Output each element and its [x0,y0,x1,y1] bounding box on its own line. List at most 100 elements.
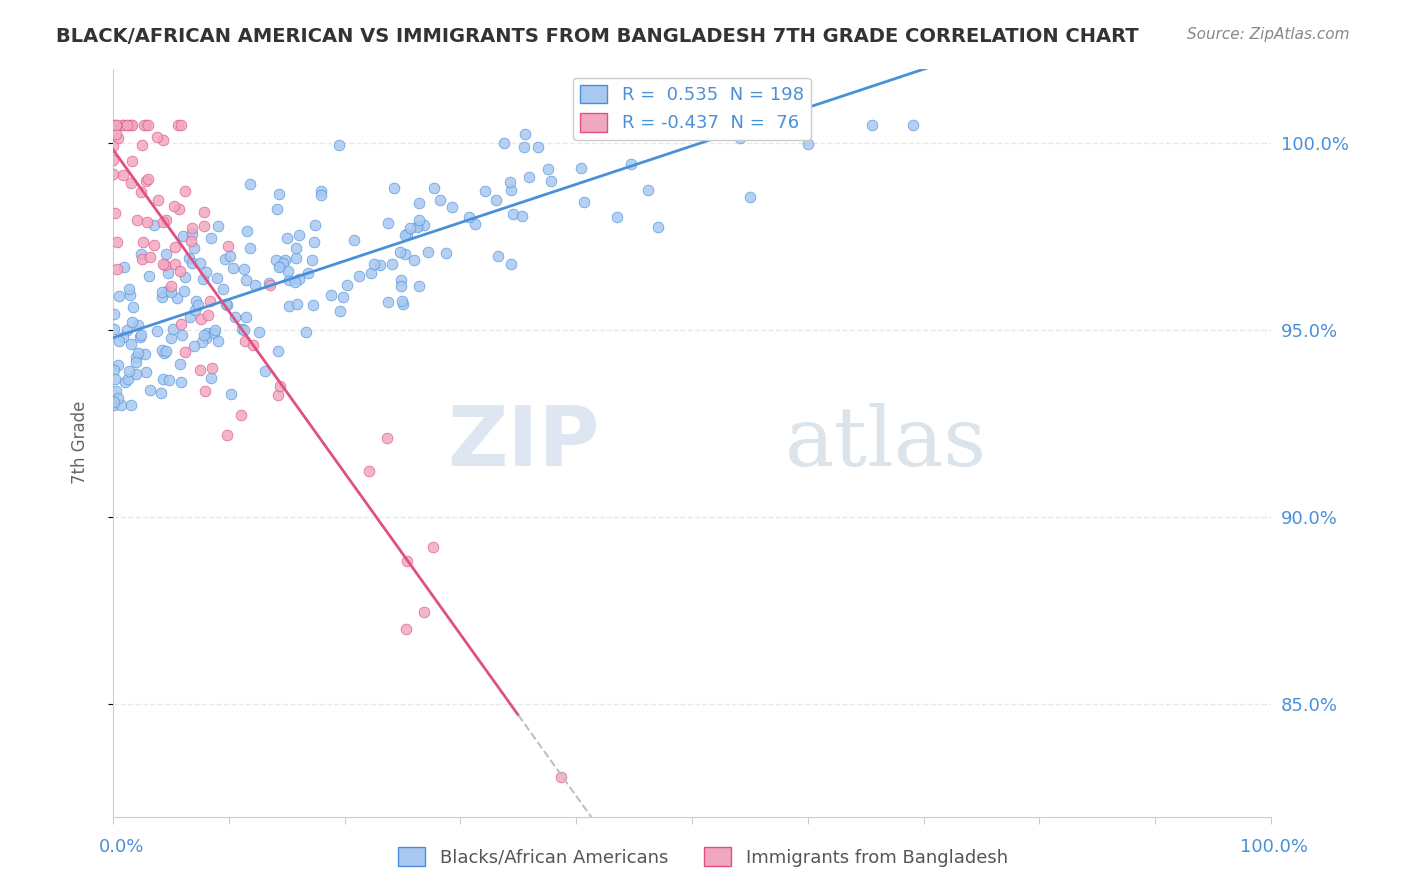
Point [389,279,412,293]
Point [172,229,194,244]
Point [901,118,924,132]
Point [647,219,669,234]
Point [190,362,212,376]
Point [332,290,354,304]
Point [336,277,359,292]
Point [114,375,136,389]
Point [232,323,254,337]
Y-axis label: 7th Grade: 7th Grade [72,401,89,484]
Point [169,357,191,371]
Point [193,219,215,233]
Point [195,265,218,279]
Text: atlas: atlas [785,402,987,483]
Point [105,235,128,249]
Point [114,260,136,274]
Point [321,287,343,301]
Point [107,358,129,372]
Point [149,386,172,401]
Point [103,398,125,412]
Point [101,167,124,181]
Point [377,431,399,445]
Point [474,184,496,198]
Point [406,219,429,234]
Point [172,327,194,342]
Point [143,218,166,232]
Point [160,331,183,345]
Point [422,541,444,555]
Legend: R =  0.535  N = 198, R = -0.437  N =  76: R = 0.535 N = 198, R = -0.437 N = 76 [574,78,811,140]
Point [394,227,416,242]
Point [606,118,628,132]
Point [277,264,299,278]
Point [139,383,162,397]
Point [103,362,125,376]
Point [388,244,411,259]
Point [302,235,325,249]
Point [104,206,127,220]
Point [120,337,142,351]
Point [198,293,221,308]
Point [569,161,592,175]
Point [181,227,204,241]
Point [150,343,173,357]
Point [167,118,190,132]
Point [107,391,129,405]
Point [309,187,332,202]
Point [167,202,190,216]
Point [347,268,370,283]
Point [111,169,134,183]
Point [233,262,256,277]
Point [277,299,299,313]
Text: 0.0%: 0.0% [98,838,143,855]
Point [200,370,222,384]
Point [190,311,212,326]
Point [132,235,155,250]
Point [405,220,427,235]
Point [513,139,536,153]
Point [328,138,350,153]
Point [605,211,627,225]
Point [609,118,631,132]
Point [121,153,143,168]
Point [285,241,308,255]
Point [110,398,132,412]
Point [297,266,319,280]
Point [696,118,718,132]
Point [499,257,522,271]
Point [215,428,238,442]
Point [200,231,222,245]
Point [412,605,434,619]
Point [103,395,125,409]
Point [125,212,148,227]
Point [162,322,184,336]
Point [157,266,180,280]
Point [174,184,197,198]
Point [201,361,224,376]
Point [135,118,157,132]
Point [284,275,307,289]
Point [136,118,159,132]
Point [136,172,159,186]
Point [212,282,235,296]
Point [408,278,430,293]
Point [222,261,245,276]
Point [204,323,226,337]
Point [259,277,281,292]
Point [146,193,169,207]
Point [165,257,187,271]
Legend: Blacks/African Americans, Immigrants from Bangladesh: Blacks/African Americans, Immigrants fro… [391,840,1015,874]
Point [134,347,156,361]
Point [197,308,219,322]
Point [150,290,173,304]
Point [108,334,131,349]
Point [105,118,128,132]
Point [129,246,152,260]
Point [152,257,174,271]
Point [257,277,280,291]
Point [103,307,125,321]
Point [153,345,176,359]
Point [267,344,290,359]
Point [408,213,430,227]
Point [527,139,550,153]
Point [125,367,148,381]
